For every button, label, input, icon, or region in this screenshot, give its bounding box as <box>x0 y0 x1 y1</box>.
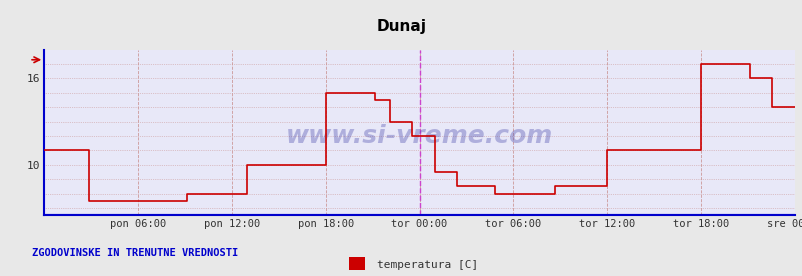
Text: ZGODOVINSKE IN TRENUTNE VREDNOSTI: ZGODOVINSKE IN TRENUTNE VREDNOSTI <box>32 248 238 258</box>
Text: Dunaj: Dunaj <box>376 19 426 34</box>
Text: temperatura [C]: temperatura [C] <box>377 260 478 270</box>
Text: www.si-vreme.com: www.si-vreme.com <box>286 124 553 148</box>
